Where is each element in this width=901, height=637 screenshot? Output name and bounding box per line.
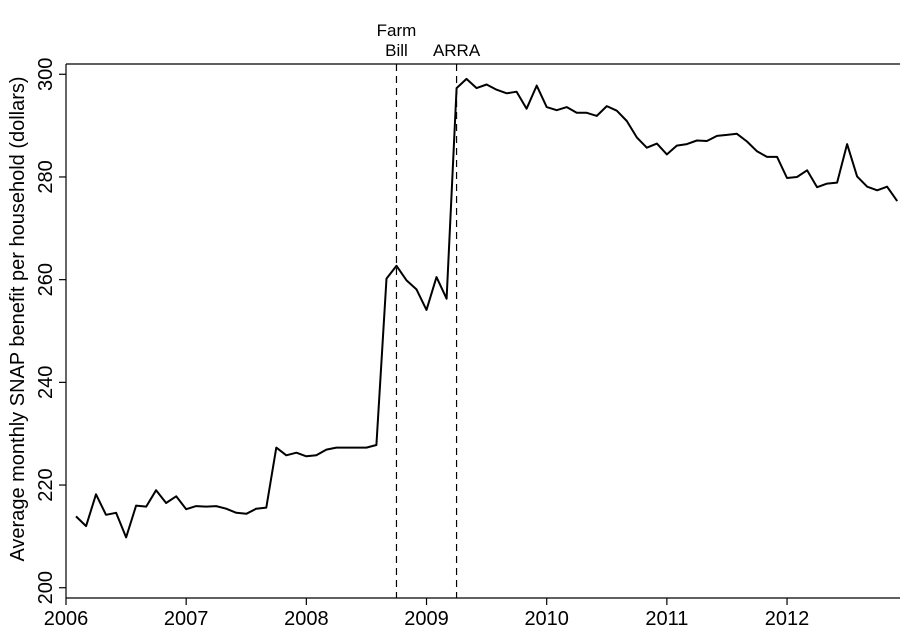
plot-frame	[65, 63, 900, 599]
series-layer	[75, 77, 899, 539]
x-tick-label: 2008	[284, 608, 329, 630]
y-tick-label: 200	[35, 571, 57, 604]
y-tick-label: 300	[35, 58, 57, 91]
series-line-0	[75, 77, 899, 539]
y-tick-label: 220	[35, 468, 57, 501]
x-axis: 2006 2007 2008 2009 2010 2011 2012	[44, 598, 810, 630]
x-tick-label: 2006	[44, 608, 89, 630]
x-tick-label: 2011	[645, 608, 688, 630]
annotation-label: ARRA	[433, 41, 481, 60]
x-tick-label: 2009	[404, 608, 449, 630]
x-tick-label: 2012	[765, 608, 810, 630]
y-tick-label: 280	[35, 160, 57, 193]
y-axis: 200 220 240 260 280 300	[35, 58, 66, 604]
y-tick-label: 260	[35, 263, 57, 296]
x-tick-label: 2007	[164, 608, 209, 630]
y-axis-title: Average monthly SNAP benefit per househo…	[7, 76, 29, 561]
y-tick-label: 240	[35, 366, 57, 399]
x-tick-label: 2010	[524, 608, 569, 630]
annotation-label: Farm	[377, 21, 417, 40]
annotation-label: Bill	[385, 41, 408, 60]
